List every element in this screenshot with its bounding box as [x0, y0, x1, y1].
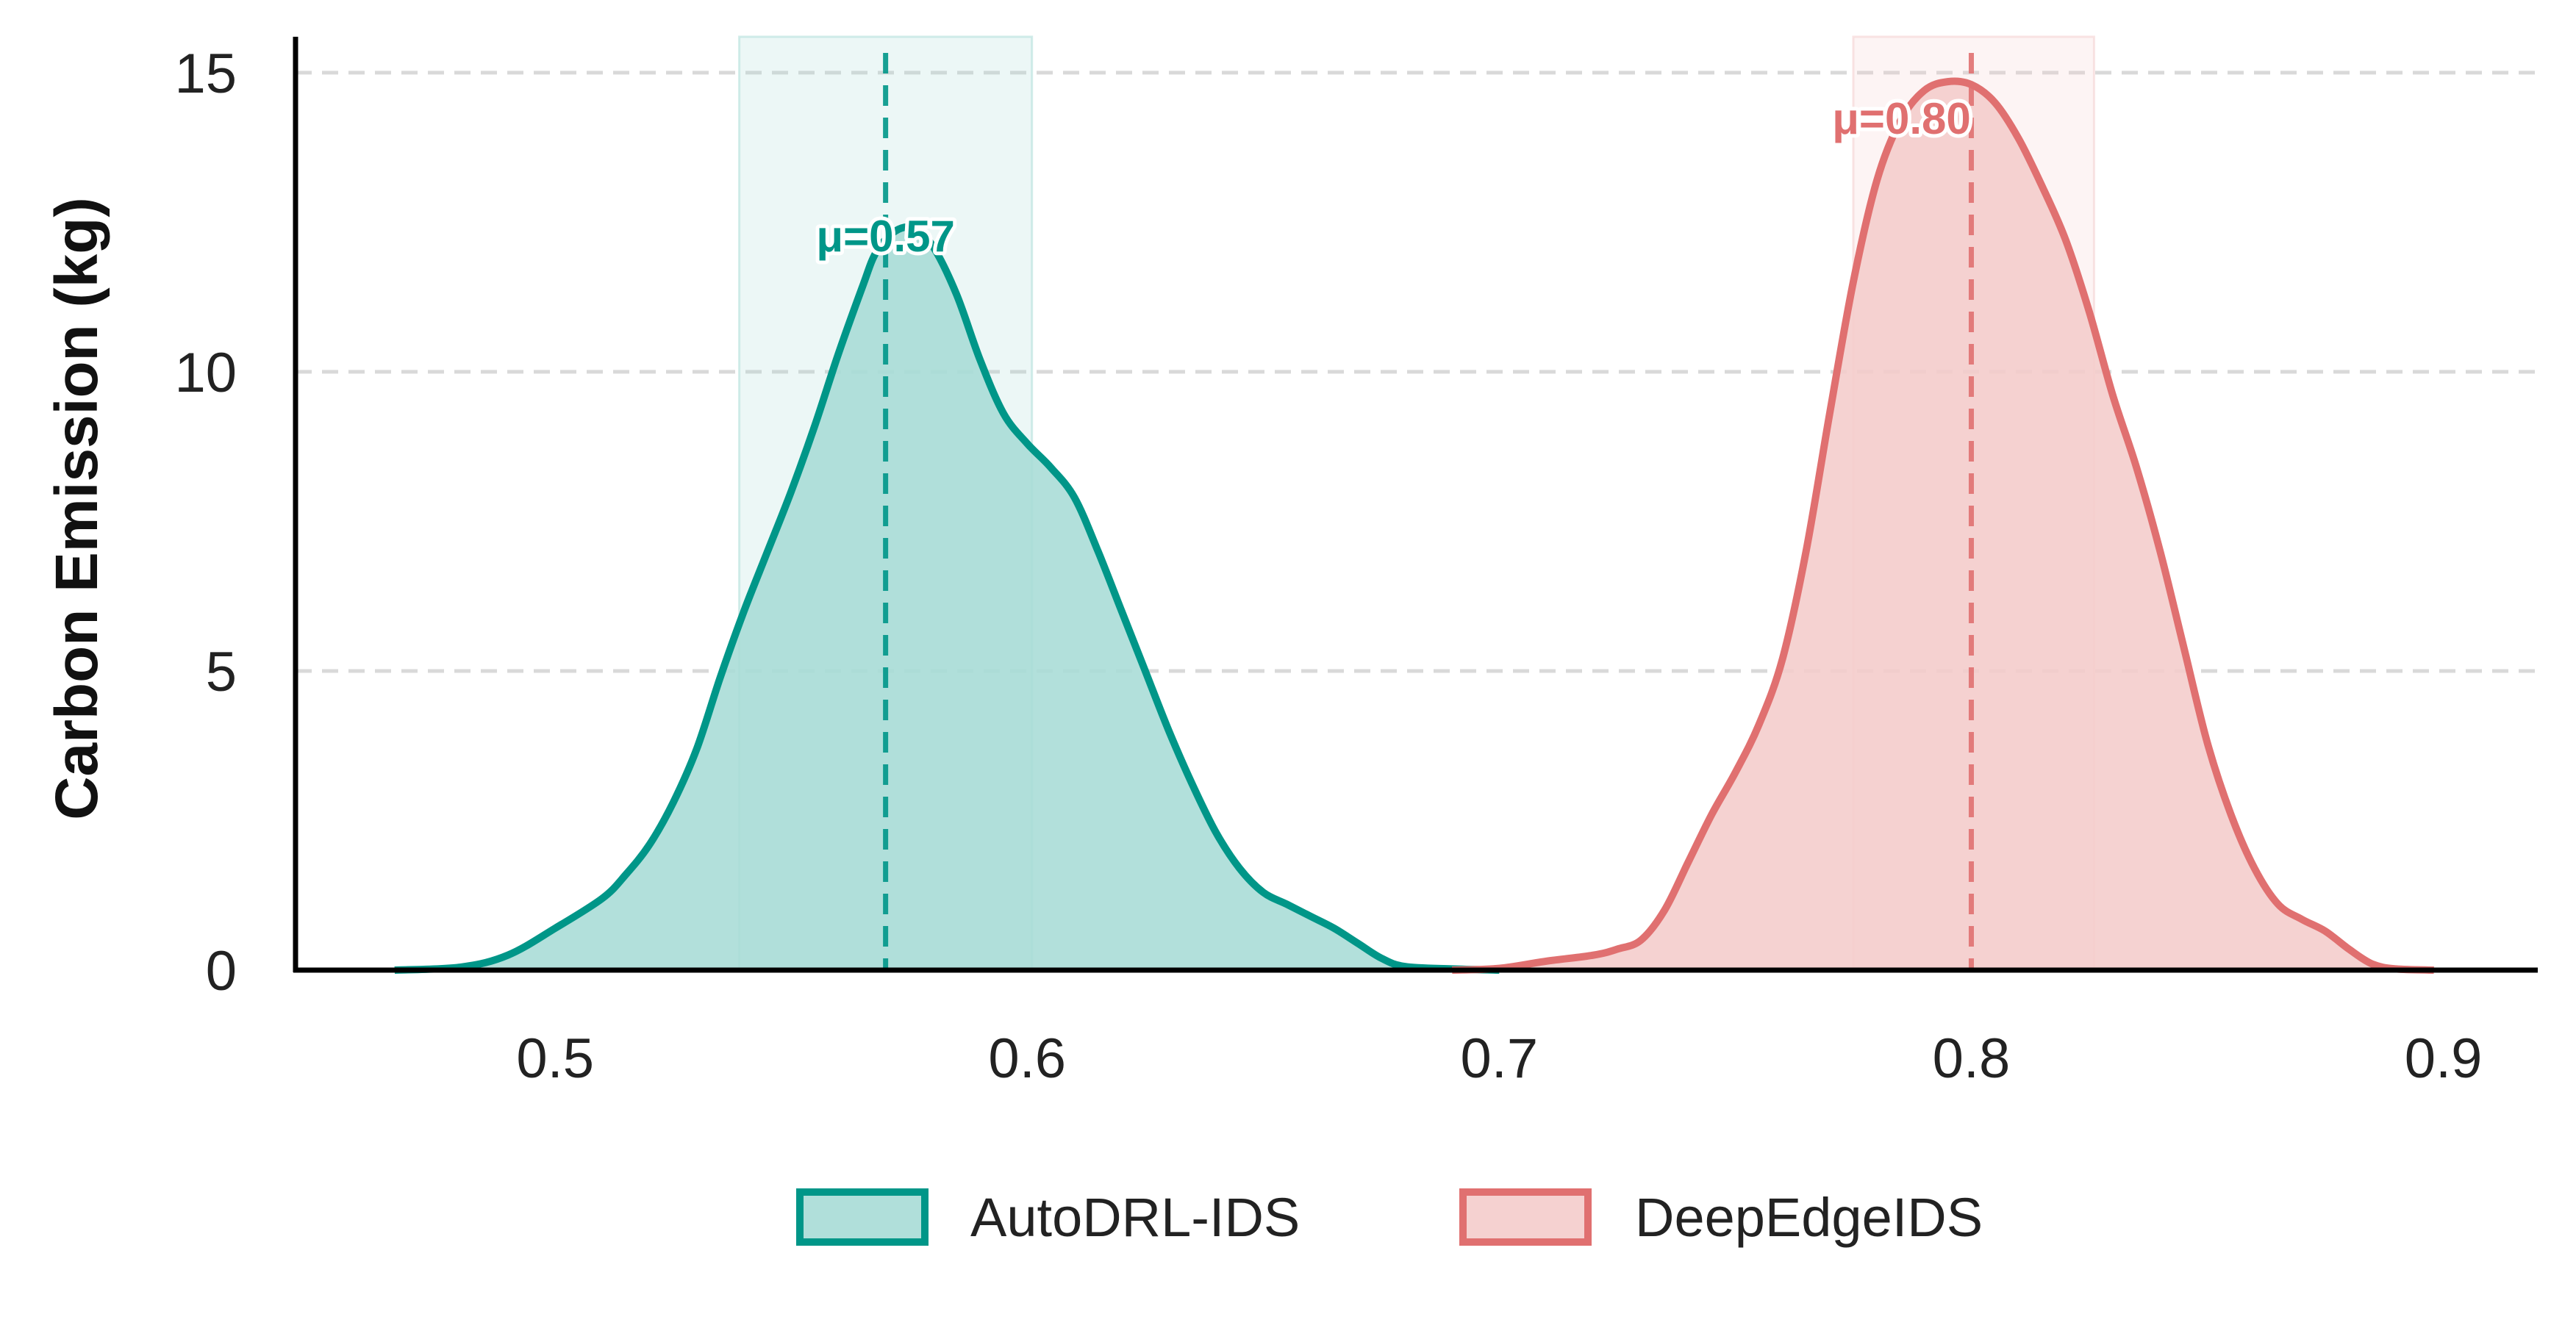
- legend-swatch: [796, 1188, 929, 1246]
- density-area: [394, 226, 1500, 970]
- axes: [293, 37, 2538, 973]
- x-tick-label: 0.5: [516, 1027, 594, 1090]
- y-tick-label: 0: [206, 940, 237, 1002]
- legend-swatch: [1459, 1188, 1592, 1246]
- x-tick-label: 0.7: [1461, 1027, 1539, 1090]
- y-tick-label: 5: [206, 641, 237, 703]
- density-curve: [1452, 77, 2434, 974]
- legend-label: AutoDRL-IDS: [970, 1187, 1300, 1248]
- legend: AutoDRL-IDS DeepEdgeIDS: [796, 1187, 1983, 1248]
- mean-label: μ=0.57: [816, 212, 955, 261]
- mean-label: μ=0.80: [1832, 94, 1971, 143]
- x-tick-label: 0.8: [1933, 1027, 2011, 1090]
- mean-lines: μ=0.57 μ=0.80: [812, 53, 1975, 970]
- y-tick-label: 10: [174, 342, 237, 404]
- x-tick-label: 0.9: [2405, 1027, 2483, 1090]
- y-tick-label: 15: [174, 43, 237, 105]
- density-area: [1452, 81, 2434, 971]
- legend-label: DeepEdgeIDS: [1635, 1187, 1983, 1248]
- y-axis-title: Carbon Emission (kg): [43, 197, 110, 819]
- density-areas: [394, 77, 2434, 974]
- tick-labels: 0.5 0.6 0.7 0.8 0.9 0 5 10 15: [174, 43, 2482, 1090]
- density-curve: [394, 223, 1500, 974]
- x-tick-label: 0.6: [988, 1027, 1066, 1090]
- grid-lines: [296, 71, 2538, 673]
